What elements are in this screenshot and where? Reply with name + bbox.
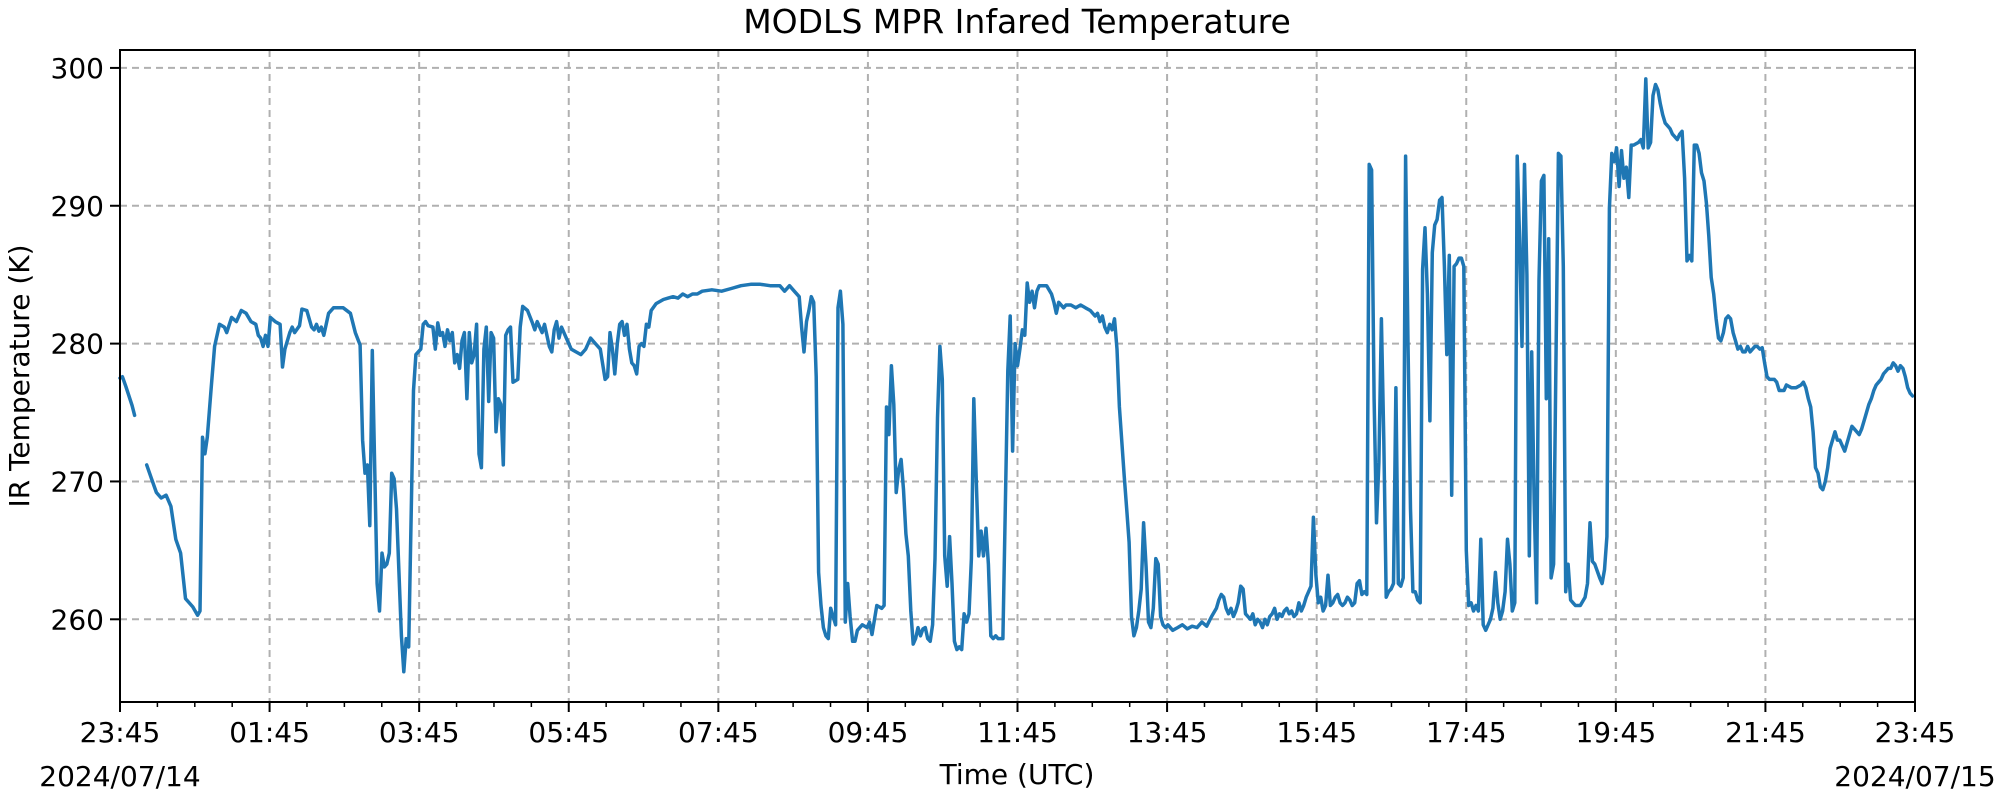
x-tick-label: 11:45 (977, 716, 1058, 749)
x-tick-label: 13:45 (1127, 716, 1208, 749)
x-tick-label: 23:45 (80, 716, 161, 749)
y-tick-label: 300 (51, 52, 104, 85)
y-tick-label: 280 (51, 328, 104, 361)
y-axis-title: IR Temperature (K) (3, 244, 36, 507)
x-tick-label: 03:45 (379, 716, 460, 749)
x-tick-label: 17:45 (1426, 716, 1507, 749)
x-axis-title: Time (UTC) (939, 758, 1095, 791)
y-tick-label: 270 (51, 465, 104, 498)
y-tick-label: 260 (51, 603, 104, 636)
series-group (118, 77, 1915, 674)
x-tick-label: 09:45 (828, 716, 909, 749)
x-tick-label: 23:45 (1875, 716, 1956, 749)
x-tick-label: 21:45 (1725, 716, 1806, 749)
temperature-line-segment (118, 374, 137, 418)
x-end-date-label: 2024/07/15 (1834, 760, 1995, 793)
axis-ticks: 23:45 01:45 03:45 05:45 07:45 09:45 11:45 13:45… (51, 52, 1956, 749)
x-tick-label: 19:45 (1575, 716, 1656, 749)
x-tick-label: 15:45 (1276, 716, 1357, 749)
x-tick-label: 07:45 (678, 716, 759, 749)
chart-title: MODLS MPR Infared Temperature (743, 2, 1291, 41)
x-tick-label: 05:45 (528, 716, 609, 749)
y-tick-label: 290 (51, 190, 104, 223)
x-tick-label: 01:45 (229, 716, 310, 749)
x-start-date-label: 2024/07/14 (39, 760, 200, 793)
temperature-line-segment (144, 77, 1915, 674)
